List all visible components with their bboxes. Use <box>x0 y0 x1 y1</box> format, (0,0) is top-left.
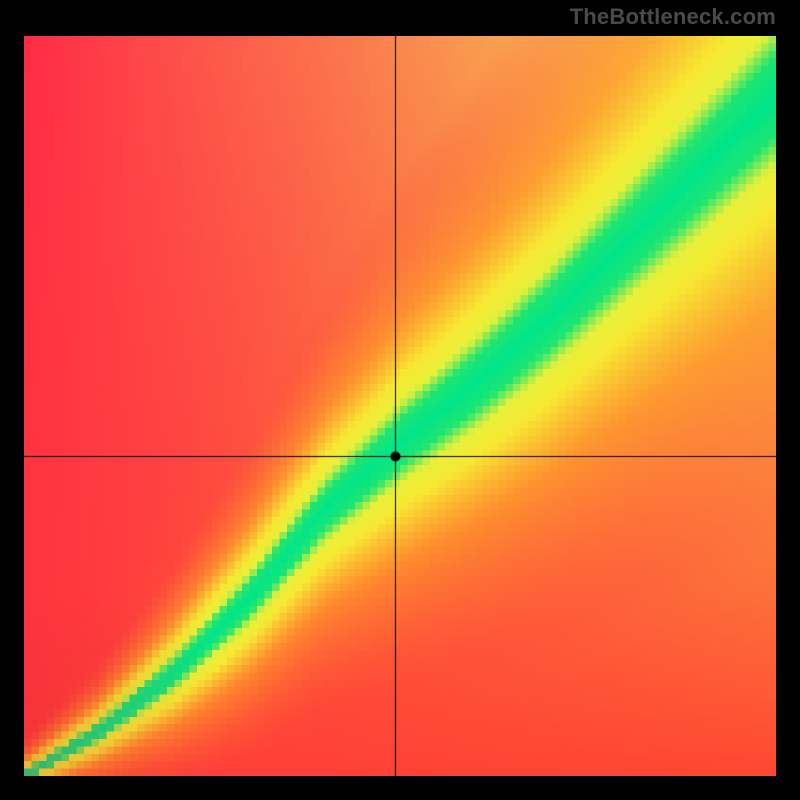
watermark-text: TheBottleneck.com <box>570 4 776 30</box>
figure-root: TheBottleneck.com <box>0 0 800 800</box>
overlay-canvas <box>24 36 776 776</box>
plot-area <box>24 36 776 776</box>
